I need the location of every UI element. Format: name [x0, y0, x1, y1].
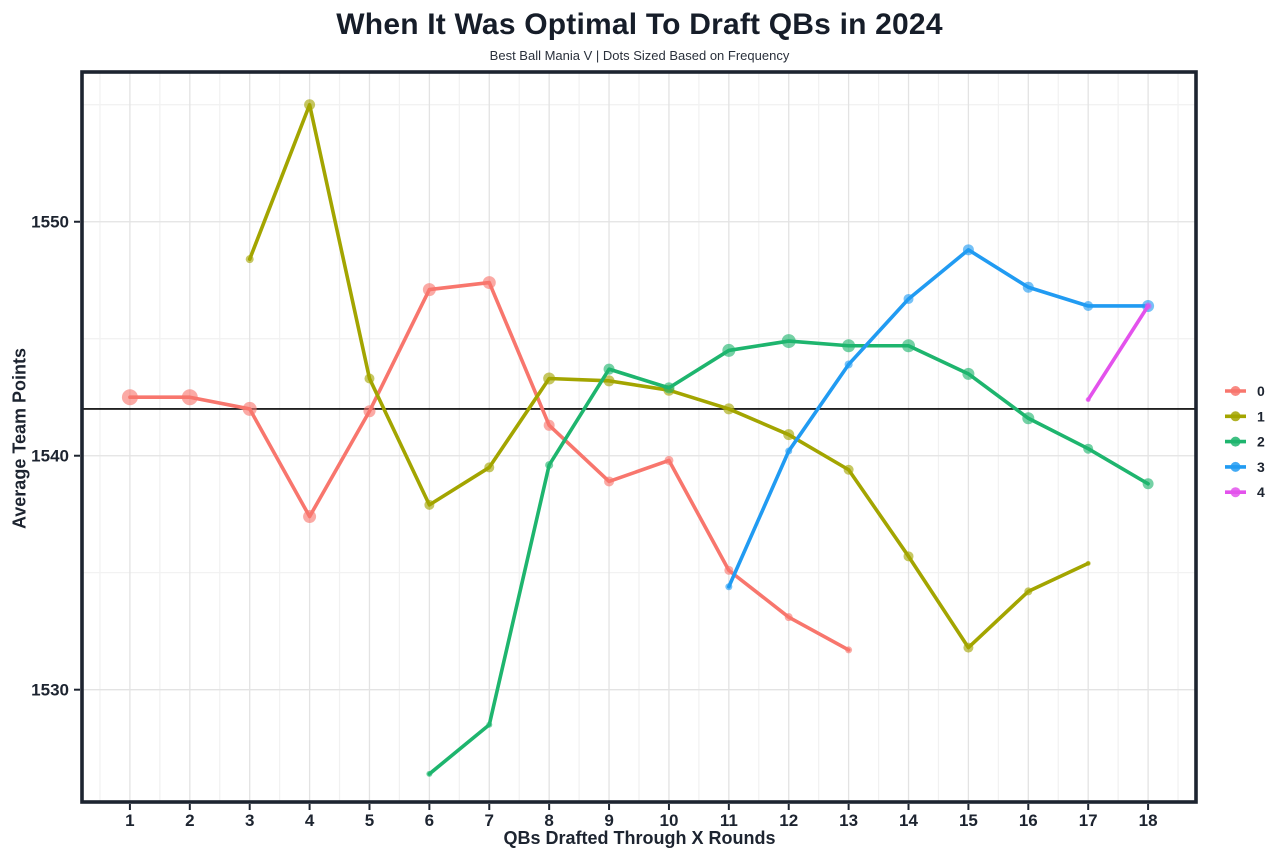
x-tick-label: 15 [959, 811, 978, 830]
x-tick-label: 18 [1139, 811, 1158, 830]
series-0-point [845, 646, 853, 654]
series-2-point [1083, 443, 1094, 454]
series-3-line [727, 248, 1150, 589]
x-tick-label: 9 [604, 811, 613, 830]
series-1-point [304, 99, 316, 111]
series-2-point [663, 382, 675, 394]
series-2-point [486, 721, 493, 728]
series-0-point [121, 389, 138, 406]
legend-item-3: 3 [1225, 459, 1265, 475]
legend-key-dot [1230, 386, 1241, 396]
x-tick-label: 7 [485, 811, 494, 830]
series-1-point [484, 462, 495, 473]
series-0-point [363, 405, 376, 418]
series-3-point [903, 293, 914, 304]
series-3-point [844, 360, 853, 369]
series-3-point [725, 583, 733, 591]
series-1-point [783, 429, 795, 441]
series-2-point [603, 363, 615, 375]
x-axis-title: QBs Drafted Through X Rounds [503, 828, 776, 848]
series-1-point [543, 372, 556, 385]
series-0-point [604, 476, 615, 487]
series-2-point [902, 339, 916, 353]
series-0-point [303, 510, 317, 524]
series-1-point [364, 373, 375, 384]
series-0-point [422, 283, 436, 297]
legend-label: 4 [1257, 484, 1265, 500]
series-1-point [603, 375, 615, 387]
series-2-point [781, 334, 796, 349]
y-tick-label: 1530 [31, 681, 69, 700]
series-1-point [843, 464, 854, 475]
series-1-point [963, 642, 974, 653]
legend-key-dot [1230, 487, 1241, 498]
legend-key-dot [1230, 411, 1241, 422]
x-tick-label: 11 [720, 811, 738, 830]
series-1-point [245, 255, 254, 264]
series-4-point [1144, 302, 1152, 310]
series-1-point [1024, 587, 1033, 596]
series-0-point [242, 401, 257, 416]
legend-item-0: 0 [1225, 383, 1265, 399]
series-0-point [543, 419, 555, 431]
series-1-point [903, 551, 914, 562]
series-3-point [1083, 300, 1094, 311]
legend-key-dot [1230, 461, 1241, 472]
x-tick-label: 16 [1019, 811, 1038, 830]
legend-key-dot [1230, 436, 1241, 447]
series-0-point [784, 613, 793, 622]
series-0-point [181, 389, 198, 406]
series-2-point [962, 367, 975, 380]
x-tick-label: 5 [365, 811, 374, 830]
series-1-point [723, 403, 735, 415]
y-tick-label: 1540 [31, 447, 69, 466]
x-tick-label: 13 [839, 811, 858, 830]
series-2-point [426, 770, 433, 777]
y-axis-title: Average Team Points [9, 347, 30, 530]
legend-label: 1 [1257, 408, 1265, 424]
series-0-point [482, 276, 496, 290]
series-2-point [842, 339, 856, 353]
series-3-point [962, 244, 974, 256]
x-tick-label: 12 [779, 811, 798, 830]
legend-label: 2 [1257, 434, 1265, 450]
x-tick-label: 10 [659, 811, 678, 830]
legend-item-4: 4 [1225, 484, 1265, 500]
series-2-point [1022, 412, 1035, 425]
series-2-point [545, 461, 554, 470]
series-0-point [724, 565, 734, 575]
series-0-point [664, 455, 674, 465]
x-tick-label: 2 [185, 811, 194, 830]
series-2-point [1142, 478, 1154, 490]
legend-label: 3 [1257, 459, 1265, 475]
series-4-line [1086, 304, 1150, 402]
y-tick-label: 1550 [31, 213, 69, 232]
x-tick-label: 1 [125, 811, 134, 830]
series-3-point [1022, 281, 1034, 293]
series-2-point [722, 343, 736, 357]
x-tick-label: 8 [544, 811, 553, 830]
series-1-point [424, 499, 435, 510]
series-3-point [785, 447, 793, 455]
chart-title: When It Was Optimal To Draft QBs in 2024 [336, 8, 943, 41]
x-tick-label: 6 [425, 811, 434, 830]
x-tick-label: 17 [1079, 811, 1098, 830]
legend-item-1: 1 [1225, 408, 1265, 424]
legend-label: 0 [1257, 383, 1265, 399]
chart-subtitle: Best Ball Mania V | Dots Sized Based on … [489, 48, 790, 63]
x-tick-label: 3 [245, 811, 254, 830]
plot-border [80, 70, 1198, 804]
legend-item-2: 2 [1225, 434, 1265, 450]
series-1-point [1085, 560, 1091, 566]
series-4-point [1085, 397, 1091, 403]
x-tick-label: 4 [305, 811, 315, 830]
x-tick-label: 14 [899, 811, 918, 830]
